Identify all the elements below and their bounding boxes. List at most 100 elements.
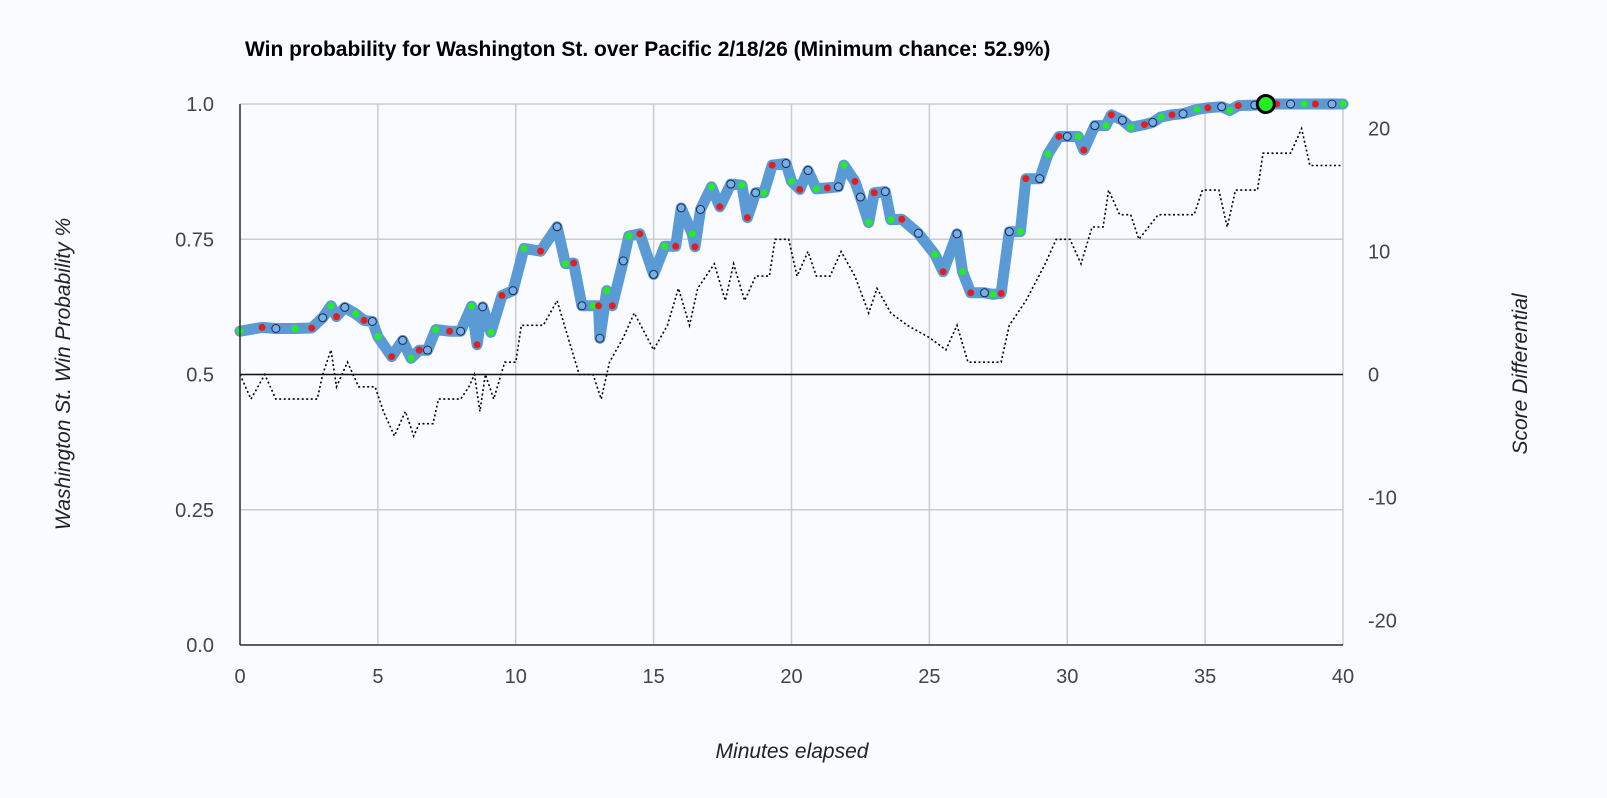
event-marker: [618, 256, 628, 266]
event-marker: [333, 313, 341, 321]
event-marker: [1080, 146, 1088, 154]
event-marker: [672, 242, 680, 250]
x-tick-label: 25: [918, 666, 940, 688]
win-probability-line: [234, 98, 1349, 364]
event-marker: [487, 328, 495, 336]
event-marker: [880, 187, 890, 197]
event-marker: [594, 302, 602, 310]
event-marker: [691, 243, 699, 251]
event-marker: [738, 181, 746, 189]
event-marker: [887, 216, 895, 224]
x-tick-label: 20: [780, 666, 802, 688]
event-marker: [415, 346, 423, 354]
event-marker: [833, 182, 843, 192]
event-marker: [939, 268, 947, 276]
event-marker: [520, 244, 528, 252]
event-marker: [840, 161, 848, 169]
event-markers: [236, 94, 1347, 362]
event-marker: [781, 159, 791, 169]
tick-labels: 0 5 10 15 20 25 30 35 40 0.0 0.25 0.5 0.75 1.0 -20 -10 0…: [175, 94, 1397, 688]
event-marker: [851, 177, 859, 185]
event-marker: [952, 229, 962, 239]
chart-title: Win probability for Washington St. over …: [245, 38, 1051, 61]
event-marker: [258, 323, 266, 331]
event-marker: [360, 316, 368, 324]
event-marker: [1217, 102, 1227, 112]
event-marker: [1016, 228, 1024, 236]
win-probability-series: [234, 98, 1349, 364]
event-marker: [456, 326, 466, 336]
event-marker: [1157, 113, 1165, 121]
event-marker: [1339, 100, 1347, 108]
event-marker: [649, 269, 659, 279]
event-marker: [271, 324, 281, 334]
event-marker: [980, 288, 990, 298]
event-marker: [1178, 109, 1188, 119]
event-marker: [1022, 175, 1030, 183]
event-marker: [989, 290, 997, 298]
event-marker: [398, 335, 408, 345]
event-marker: [1286, 99, 1296, 109]
y2-axis-title: Score Differential: [1509, 292, 1532, 454]
event-marker: [958, 268, 966, 276]
event-marker: [367, 316, 377, 326]
event-marker: [688, 230, 696, 238]
event-marker: [788, 177, 795, 185]
event-marker: [898, 215, 906, 223]
event-marker: [796, 185, 804, 193]
y2-tick-label: 10: [1368, 242, 1390, 264]
x-tick-label: 35: [1194, 666, 1216, 688]
event-marker: [340, 302, 350, 312]
event-marker: [1234, 102, 1242, 110]
event-marker: [812, 185, 820, 193]
event-marker: [508, 286, 518, 296]
event-marker: [1044, 150, 1052, 158]
event-marker: [768, 161, 776, 169]
event-marker: [291, 325, 299, 333]
event-marker: [478, 302, 488, 312]
event-marker: [1127, 123, 1135, 131]
event-marker: [865, 218, 873, 226]
event-marker: [743, 214, 751, 222]
event-marker: [552, 222, 562, 232]
event-marker: [537, 247, 545, 255]
event-marker: [696, 204, 706, 214]
x-tick-label: 30: [1056, 666, 1078, 688]
y2-tick-label: -20: [1368, 610, 1397, 632]
event-marker: [803, 166, 813, 176]
y2-tick-label: -10: [1368, 487, 1397, 509]
x-tick-label: 5: [372, 666, 383, 688]
event-marker: [423, 345, 433, 355]
event-marker: [1193, 105, 1201, 113]
event-marker: [1062, 131, 1072, 141]
event-marker: [661, 242, 669, 250]
event-marker: [498, 292, 506, 300]
x-tick-label: 10: [505, 666, 527, 688]
event-marker: [760, 189, 768, 197]
event-marker: [1226, 106, 1234, 114]
event-marker: [1327, 99, 1337, 109]
event-marker: [1311, 100, 1319, 108]
event-marker: [1148, 117, 1158, 127]
event-marker: [1204, 104, 1212, 112]
x-tick-label: 40: [1332, 666, 1354, 688]
event-marker: [870, 189, 878, 197]
event-marker: [1055, 132, 1063, 140]
event-marker: [1102, 122, 1110, 130]
event-marker: [407, 354, 415, 362]
x-tick-label: 15: [643, 666, 665, 688]
x-axis-title: Minutes elapsed: [716, 740, 870, 763]
event-marker: [716, 203, 724, 211]
event-marker: [473, 341, 481, 349]
event-marker: [432, 326, 440, 334]
event-marker: [327, 302, 335, 310]
event-marker: [636, 230, 644, 238]
event-marker: [1004, 227, 1014, 237]
event-marker: [708, 183, 716, 191]
event-marker: [468, 302, 476, 310]
event-marker: [308, 324, 316, 332]
event-marker: [570, 259, 578, 267]
event-marker: [1168, 111, 1176, 119]
event-marker: [1035, 174, 1045, 184]
event-marker: [1090, 121, 1100, 131]
